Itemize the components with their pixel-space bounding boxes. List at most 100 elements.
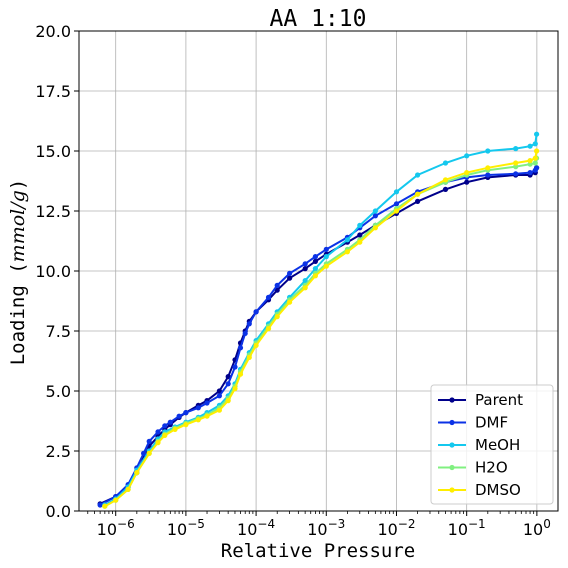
- data-point: [195, 417, 201, 423]
- data-point: [372, 213, 378, 219]
- y-tick-label: 20.0: [35, 22, 71, 41]
- y-axis-label-close-paren: ): [7, 179, 29, 190]
- data-point: [253, 309, 259, 315]
- data-point: [532, 155, 538, 161]
- data-point: [167, 419, 173, 425]
- data-point: [344, 237, 350, 243]
- y-axis-label-prefix: Loading: [7, 274, 29, 366]
- y-tick-label: 17.5: [35, 82, 71, 101]
- y-tick-label: 15.0: [35, 142, 71, 161]
- y-tick-label: 12.5: [35, 202, 71, 221]
- data-point: [237, 371, 244, 377]
- y-tick-label: 10.0: [35, 262, 71, 281]
- data-point: [312, 266, 318, 272]
- legend-swatch-marker: [449, 464, 455, 471]
- data-point: [253, 342, 259, 348]
- x-tick-label: 10−1: [448, 517, 486, 539]
- data-point: [204, 400, 210, 406]
- data-point: [246, 354, 252, 360]
- series-layer: [97, 131, 540, 509]
- data-point: [302, 278, 308, 284]
- data-point: [232, 386, 238, 392]
- data-point: [372, 225, 378, 231]
- data-point: [372, 208, 378, 214]
- y-tick-label: 7.5: [46, 322, 71, 341]
- x-tick-label: 10−6: [97, 517, 135, 539]
- data-point: [274, 314, 280, 320]
- data-point: [442, 186, 449, 192]
- legend: Parent DMF MeOH H2O DMSO: [430, 384, 554, 505]
- data-point: [204, 413, 210, 419]
- x-tick-label: 10−5: [167, 517, 205, 539]
- data-point: [302, 261, 308, 267]
- data-point: [344, 249, 350, 255]
- data-point: [534, 131, 540, 137]
- data-point: [232, 364, 238, 370]
- data-point: [225, 398, 231, 404]
- data-point: [442, 177, 449, 183]
- data-point: [312, 254, 318, 260]
- data-point: [527, 170, 533, 176]
- y-axis-label-open-paren: (: [7, 262, 29, 273]
- data-point: [274, 287, 280, 293]
- data-point: [323, 254, 329, 260]
- data-point: [125, 486, 131, 492]
- data-point: [183, 422, 189, 428]
- data-point: [534, 165, 540, 171]
- data-point: [242, 330, 248, 336]
- data-point: [195, 405, 201, 411]
- data-point: [312, 258, 318, 264]
- data-point: [155, 429, 161, 435]
- data-point: [172, 426, 178, 432]
- data-point: [357, 222, 363, 228]
- y-axis-label: Loading (mmol/g): [7, 179, 29, 366]
- legend-label: MeOH: [475, 436, 520, 454]
- legend-label: DMF: [475, 414, 508, 432]
- y-axis-ticks: 0.0 2.5 5.0 7.5 10.0 12.5 15.0 17.5 20.0: [35, 22, 79, 521]
- data-point: [237, 345, 244, 351]
- data-point: [442, 160, 449, 166]
- legend-entry: DMSO: [438, 481, 521, 499]
- legend-entry: H2O: [438, 459, 508, 477]
- data-point: [287, 275, 293, 281]
- legend-label: Parent: [475, 391, 523, 409]
- data-point: [485, 165, 491, 171]
- data-point: [527, 158, 533, 164]
- series-dmso: [102, 148, 540, 509]
- legend-entry: DMF: [438, 414, 508, 432]
- legend-swatch-marker: [449, 487, 455, 493]
- x-axis-label: Relative Pressure: [221, 540, 415, 562]
- data-point: [415, 172, 421, 178]
- y-tick-label: 5.0: [46, 382, 71, 401]
- chart-title: AA 1:10: [270, 6, 367, 32]
- data-point: [357, 239, 363, 245]
- data-point: [415, 191, 421, 197]
- data-point: [216, 388, 222, 394]
- legend-swatch-marker: [449, 442, 455, 448]
- data-point: [146, 450, 152, 456]
- data-point: [287, 299, 293, 305]
- data-point: [532, 141, 538, 147]
- y-tick-label: 0.0: [46, 502, 71, 521]
- data-point: [225, 381, 231, 387]
- data-point: [393, 189, 400, 195]
- x-axis-ticks: 10−6 10−5 10−4 10−3 10−2 10−1 100: [87, 511, 551, 539]
- legend-entry: Parent: [438, 391, 523, 409]
- data-point: [162, 432, 168, 438]
- data-point: [155, 440, 161, 446]
- data-point: [134, 470, 140, 476]
- data-point: [513, 171, 519, 177]
- legend-entry: MeOH: [438, 436, 520, 454]
- data-point: [265, 294, 272, 300]
- data-point: [513, 164, 519, 170]
- data-point: [274, 282, 280, 288]
- x-tick-label: 10−3: [307, 517, 345, 539]
- data-point: [141, 450, 147, 456]
- x-tick-label: 100: [523, 517, 551, 539]
- data-point: [312, 273, 318, 279]
- data-point: [113, 497, 119, 503]
- data-point: [464, 170, 470, 176]
- data-point: [216, 407, 222, 413]
- data-point: [513, 160, 519, 166]
